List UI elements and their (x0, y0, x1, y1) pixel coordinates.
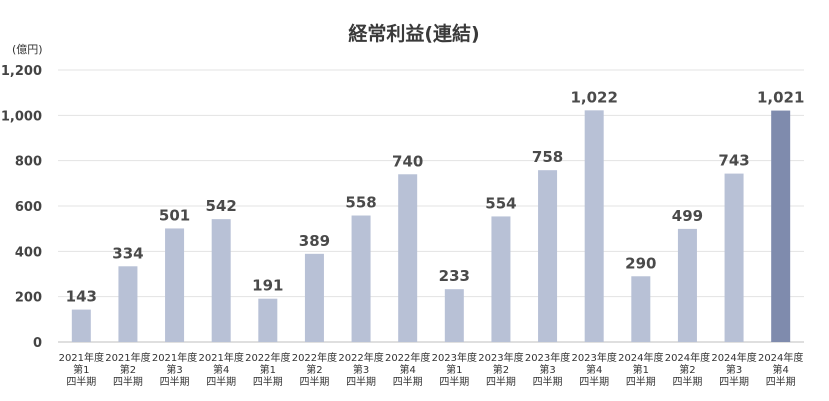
data-label: 334 (112, 244, 143, 262)
bar (677, 228, 697, 342)
x-tick-label: 2021年度第2 四半期 (105, 351, 150, 388)
data-label: 501 (159, 206, 190, 224)
bar (165, 228, 185, 342)
x-tick-label: 2022年度第4 四半期 (385, 351, 430, 388)
y-tick-label: 800 (15, 155, 42, 170)
data-label: 499 (672, 207, 703, 225)
data-label: 233 (439, 267, 470, 285)
y-tick-label: 600 (15, 200, 42, 215)
bar (724, 173, 744, 342)
bar (211, 219, 231, 342)
data-label: 389 (299, 232, 330, 250)
x-tick-label: 2021年度第1 四半期 (59, 351, 104, 388)
y-tick-label: 400 (15, 245, 42, 260)
y-axis-ticks: 0 200 400 600 800 1,000 1,200 (1, 64, 42, 351)
y-tick-label: 0 (33, 336, 42, 351)
y-tick-label: 1,200 (1, 64, 42, 79)
x-tick-label: 2024年度第4 四半期 (758, 351, 803, 388)
x-tick-label: 2023年度第1 四半期 (432, 351, 477, 388)
x-tick-label: 2023年度第3 四半期 (525, 351, 570, 388)
bar (71, 309, 91, 342)
x-tick-label: 2024年度第1 四半期 (618, 351, 663, 388)
y-unit-label: (億円) (12, 43, 43, 56)
x-tick-label: 2022年度第1 四半期 (245, 351, 290, 388)
bar (491, 216, 511, 342)
x-tick-label: 2021年度第3 四半期 (152, 351, 197, 388)
x-tick-label: 2024年度第2 四半期 (665, 351, 710, 388)
data-label: 743 (718, 152, 749, 170)
data-label: 1,022 (570, 88, 617, 106)
chart-title: 経常利益(連結) (348, 22, 479, 45)
data-label: 758 (532, 148, 563, 166)
bar (444, 289, 464, 342)
bars (71, 110, 791, 342)
x-tick-label: 2022年度第2 四半期 (292, 351, 337, 388)
data-label: 542 (206, 197, 237, 215)
bar (304, 253, 324, 342)
bar (538, 170, 558, 342)
x-tick-label: 2023年度第4 四半期 (571, 351, 616, 388)
bar (584, 110, 604, 342)
bar (351, 215, 371, 342)
bar (118, 266, 138, 342)
data-label: 191 (252, 277, 283, 295)
bar (398, 174, 418, 342)
x-tick-label: 2022年度第3 四半期 (338, 351, 383, 388)
x-tick-label: 2024年度第3 四半期 (711, 351, 756, 388)
bar (631, 276, 651, 342)
x-tick-label: 2023年度第2 四半期 (478, 351, 523, 388)
y-tick-label: 1,000 (1, 109, 42, 124)
x-tick-label: 2021年度第4 四半期 (198, 351, 243, 388)
data-label: 143 (66, 288, 97, 306)
data-label: 1,021 (757, 89, 804, 107)
data-label: 290 (625, 254, 656, 272)
bar (258, 298, 278, 342)
data-labels: 143 334 501 542 191 389 558 740 233 554 758 1,022 29… (66, 88, 805, 305)
bar (771, 110, 791, 342)
data-label: 558 (345, 194, 376, 212)
data-label: 740 (392, 152, 423, 170)
y-tick-label: 200 (15, 291, 42, 306)
data-label: 554 (485, 194, 516, 212)
